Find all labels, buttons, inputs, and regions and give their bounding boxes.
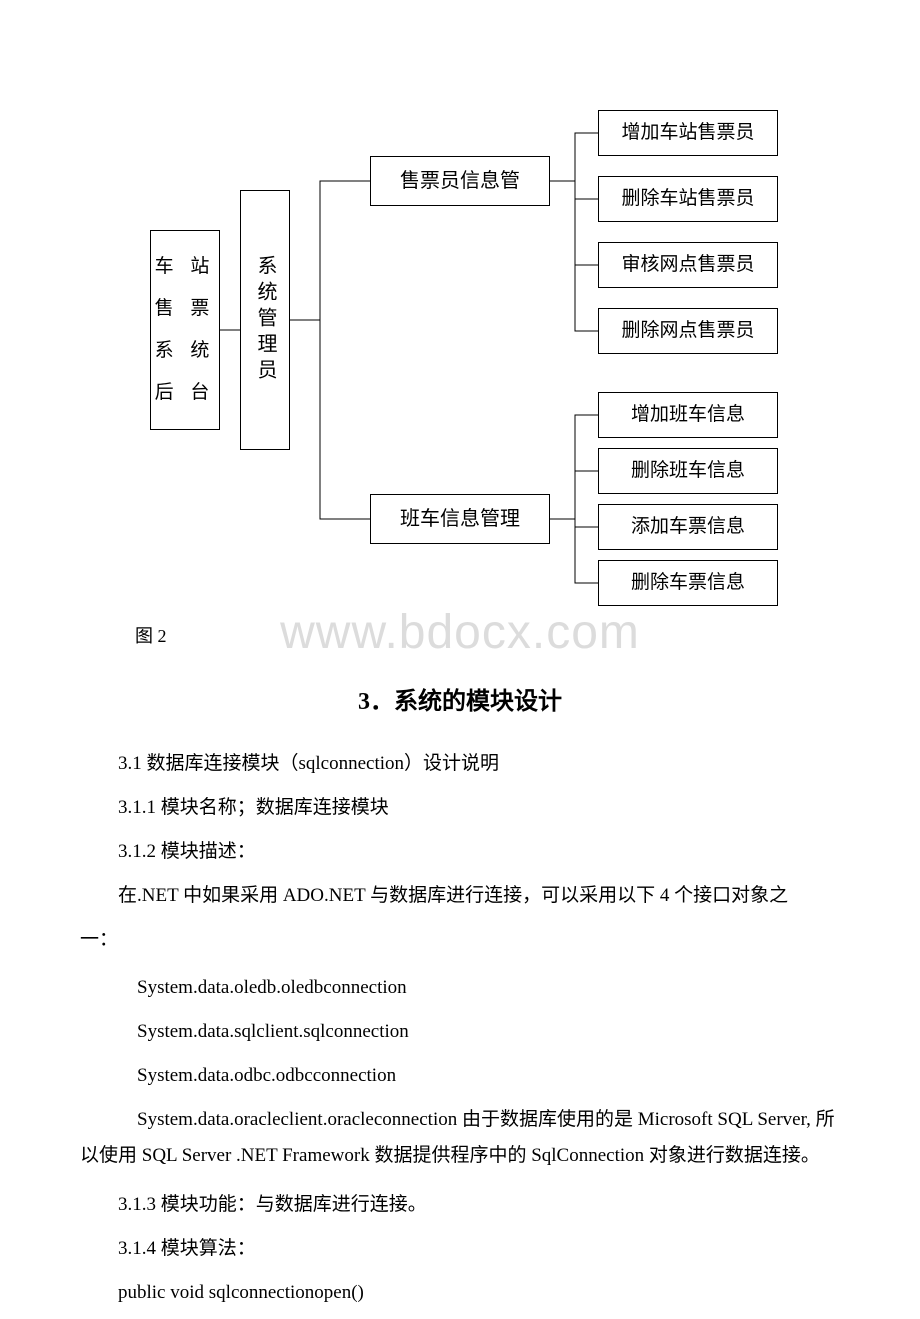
figure-caption: 图 2 xyxy=(135,622,167,648)
para-3-1-1: 3.1.1 模块名称；数据库连接模块 xyxy=(80,790,840,826)
para-conn2: System.data.sqlclient.sqlconnection xyxy=(80,1014,840,1050)
node-clerk-mgmt: 售票员信息管 xyxy=(370,156,550,206)
node-leaf-0: 增加车站售票员 xyxy=(598,110,778,156)
node-leaf-2: 审核网点售票员 xyxy=(598,242,778,288)
para-conn3: System.data.odbc.odbcconnection xyxy=(80,1058,840,1094)
node-leaf-3: 删除网点售票员 xyxy=(598,308,778,354)
node-leaf-5: 删除班车信息 xyxy=(598,448,778,494)
para-3-1-3: 3.1.3 模块功能：与数据库进行连接。 xyxy=(80,1187,840,1223)
para-conn1: System.data.oledb.oledbconnection xyxy=(80,970,840,1006)
para-3-1: 3.1 数据库连接模块（sqlconnection）设计说明 xyxy=(80,746,840,782)
node-role: 系统管理员 xyxy=(240,190,290,450)
para-conn4: System.data.oracleclient.oracleconnectio… xyxy=(80,1102,840,1174)
node-leaf-4: 增加班车信息 xyxy=(598,392,778,438)
body-text: 3．系统的模块设计 3.1 数据库连接模块（sqlconnection）设计说明… xyxy=(80,680,840,1319)
para-3-1-2: 3.1.2 模块描述： xyxy=(80,834,840,870)
para-desc-line2: 一： xyxy=(80,922,840,958)
node-leaf-1: 删除车站售票员 xyxy=(598,176,778,222)
hierarchy-diagram: 车 站 售 票 系 统 后 台 系统管理员 售票员信息管 班车信息管理 增加车站… xyxy=(0,0,920,620)
para-code: public void sqlconnectionopen() xyxy=(80,1275,840,1311)
node-root: 车 站 售 票 系 统 后 台 xyxy=(150,230,220,430)
node-bus-mgmt: 班车信息管理 xyxy=(370,494,550,544)
node-leaf-7: 删除车票信息 xyxy=(598,560,778,606)
para-desc-line1: 在.NET 中如果采用 ADO.NET 与数据库进行连接，可以采用以下 4 个接… xyxy=(80,878,840,914)
section-title: 3．系统的模块设计 xyxy=(80,680,840,726)
para-3-1-4: 3.1.4 模块算法： xyxy=(80,1231,840,1267)
node-leaf-6: 添加车票信息 xyxy=(598,504,778,550)
